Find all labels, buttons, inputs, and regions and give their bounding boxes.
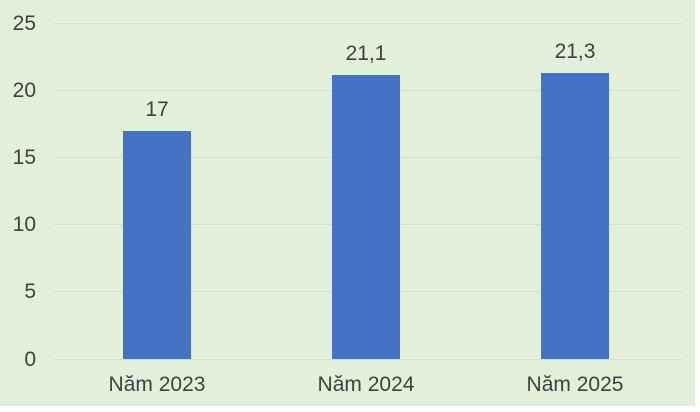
y-axis-tick-label: 5 — [24, 280, 36, 304]
y-axis-tick-label: 10 — [12, 213, 36, 237]
x-axis-category-label: Năm 2023 — [108, 373, 206, 396]
gridline — [55, 22, 681, 24]
x-axis-category-label: Năm 2025 — [526, 373, 624, 396]
gridline — [55, 358, 681, 360]
y-axis-tick-label: 0 — [24, 347, 36, 371]
bar-value-label: 21,1 — [345, 42, 387, 66]
y-axis-tick-label: 20 — [12, 78, 36, 102]
y-axis-tick-label: 25 — [12, 11, 36, 35]
bar-năm-2023 — [123, 130, 191, 359]
bar-năm-2025 — [541, 72, 609, 359]
x-axis-category-label: Năm 2024 — [317, 373, 415, 396]
bar-value-label: 17 — [145, 97, 169, 121]
bar-năm-2024 — [332, 75, 400, 359]
bar-value-label: 21,3 — [554, 39, 596, 63]
y-axis-tick-label: 15 — [12, 145, 36, 169]
plot-area: 0 5 10 15 20 25 17 21,1 21,3 Năm 2023 Năm 2024 Nă… — [0, 0, 695, 406]
